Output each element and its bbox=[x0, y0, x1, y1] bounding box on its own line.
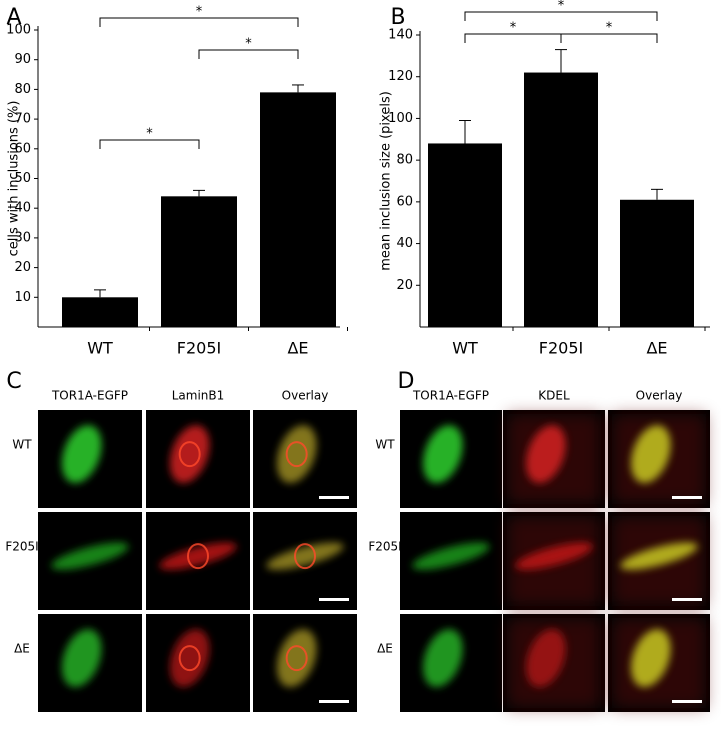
row-label: F205I bbox=[5, 540, 38, 554]
panel-label: C bbox=[6, 369, 21, 394]
significance-bracket bbox=[198, 49, 299, 59]
scale-bar bbox=[319, 700, 349, 703]
nucleus bbox=[285, 441, 308, 468]
row-label: WT bbox=[375, 438, 395, 452]
significance-bracket bbox=[464, 11, 658, 21]
column-header: TOR1A-EGFP bbox=[412, 389, 489, 403]
error-bar bbox=[292, 84, 304, 93]
bar bbox=[428, 143, 502, 327]
y-tick-label: 40 bbox=[14, 201, 31, 216]
panel-label: B bbox=[390, 5, 405, 30]
y-tick-label: 10 bbox=[14, 290, 31, 305]
x-tick-label: ΔE bbox=[287, 339, 308, 358]
y-axis-label: mean inclusion size (pixels) bbox=[379, 91, 394, 271]
y-tick-label: 100 bbox=[388, 111, 413, 126]
column-header: TOR1A-EGFP bbox=[51, 389, 128, 403]
x-tick-label: ΔE bbox=[646, 339, 667, 358]
panel-label: A bbox=[6, 5, 21, 30]
significance-label: * bbox=[558, 0, 565, 14]
error-bar bbox=[651, 188, 663, 200]
error-bar bbox=[193, 189, 205, 197]
y-tick-label: 40 bbox=[396, 236, 413, 251]
nucleus bbox=[178, 645, 201, 672]
row-label: ΔE bbox=[14, 642, 30, 656]
scale-bar bbox=[672, 598, 702, 601]
x-tick-label: F205I bbox=[177, 339, 221, 358]
cell bbox=[620, 542, 698, 570]
cell bbox=[159, 542, 237, 570]
column-header: KDEL bbox=[538, 389, 570, 403]
bar bbox=[260, 92, 336, 328]
nucleus bbox=[187, 543, 209, 570]
scale-bar bbox=[672, 700, 702, 703]
nucleus bbox=[294, 543, 316, 570]
y-tick-label: 20 bbox=[396, 278, 413, 293]
x-tick-label: WT bbox=[87, 339, 113, 358]
y-tick-label: 100 bbox=[6, 23, 31, 38]
y-tick-label: 80 bbox=[14, 82, 31, 97]
significance-bracket bbox=[99, 139, 200, 149]
y-tick-label: 50 bbox=[14, 171, 31, 186]
panel-label: D bbox=[398, 369, 415, 394]
nucleus bbox=[285, 645, 308, 672]
y-axis-label: cells with inclusions (%) bbox=[7, 101, 22, 257]
y-tick-label: 30 bbox=[14, 230, 31, 245]
cell bbox=[61, 425, 102, 483]
column-header: LaminB1 bbox=[172, 389, 225, 403]
significance-label: * bbox=[245, 37, 252, 52]
nucleus bbox=[178, 441, 201, 468]
cell bbox=[169, 425, 210, 483]
cell bbox=[515, 542, 593, 570]
x-tick-label: WT bbox=[452, 339, 478, 358]
significance-bracket bbox=[99, 17, 299, 27]
column-header: Overlay bbox=[636, 389, 683, 403]
row-label: WT bbox=[12, 438, 32, 452]
significance-bracket bbox=[560, 33, 658, 43]
y-tick-label: 90 bbox=[14, 52, 31, 67]
y-tick-label: 140 bbox=[388, 28, 413, 43]
row-label: ΔE bbox=[377, 642, 393, 656]
column-header: Overlay bbox=[282, 389, 329, 403]
y-tick-label: 80 bbox=[396, 153, 413, 168]
cell bbox=[526, 629, 566, 687]
row-label: F205I bbox=[368, 540, 401, 554]
cell bbox=[631, 629, 671, 687]
cell bbox=[61, 629, 102, 687]
cell bbox=[276, 425, 317, 483]
error-bar bbox=[459, 120, 471, 144]
bar bbox=[161, 196, 237, 327]
cell bbox=[412, 542, 490, 570]
y-tick-label: 70 bbox=[14, 112, 31, 127]
scale-bar bbox=[319, 598, 349, 601]
cell bbox=[526, 425, 566, 483]
y-tick-label: 20 bbox=[14, 260, 31, 275]
error-bar bbox=[94, 289, 106, 298]
cell bbox=[276, 629, 317, 687]
error-bar bbox=[555, 49, 567, 73]
bar bbox=[62, 297, 138, 327]
scale-bar bbox=[319, 496, 349, 499]
cell bbox=[423, 629, 463, 687]
cell bbox=[169, 629, 210, 687]
bar bbox=[620, 199, 694, 327]
cell bbox=[51, 542, 129, 570]
significance-label: * bbox=[606, 21, 613, 36]
significance-label: * bbox=[146, 127, 153, 142]
y-tick-label: 120 bbox=[388, 69, 413, 84]
significance-label: * bbox=[196, 5, 203, 20]
significance-label: * bbox=[510, 21, 517, 36]
x-tick-label: F205I bbox=[539, 339, 583, 358]
cell bbox=[423, 425, 463, 483]
y-tick-label: 60 bbox=[396, 194, 413, 209]
bar bbox=[524, 72, 598, 328]
cell bbox=[631, 425, 671, 483]
scale-bar bbox=[672, 496, 702, 499]
y-tick-label: 60 bbox=[14, 141, 31, 156]
cell bbox=[266, 542, 344, 570]
